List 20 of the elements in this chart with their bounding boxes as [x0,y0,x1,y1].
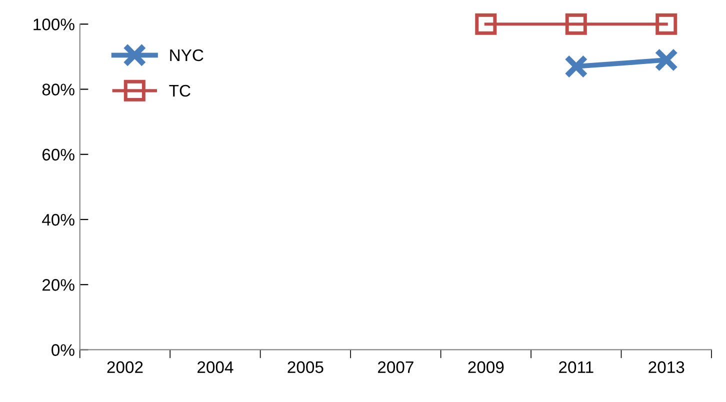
y-tick-label: 100% [34,18,74,30]
x-tick-label: 2009 [468,361,504,374]
x-tick-label: 2005 [288,361,324,374]
y-tick-label: 40% [42,214,74,226]
x-tick-label: 2013 [648,361,684,374]
legend-label: NYC [170,49,204,62]
x-tick-label: 2007 [378,361,414,374]
y-tick-label: 80% [42,84,74,96]
x-tick-label: 2011 [559,361,594,374]
point [654,48,678,72]
x-tick-label: 2002 [107,361,143,374]
y-tick-label: 20% [42,279,74,291]
point [656,13,678,35]
y-tick-label: 60% [42,148,74,161]
point [475,13,497,35]
point [565,13,587,35]
x-tick-label: 2004 [198,361,234,374]
point [564,54,588,78]
y-tick-label: 0% [52,344,74,356]
legend-label: TC [169,84,190,97]
